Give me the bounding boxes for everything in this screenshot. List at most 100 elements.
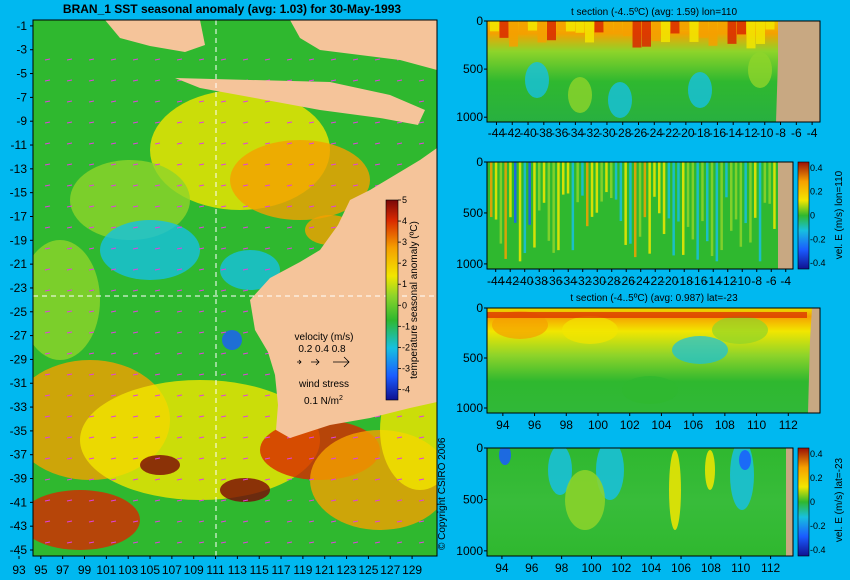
velocity-vector (220, 415, 227, 418)
velocity-cell (523, 162, 527, 254)
velocity-vector (132, 541, 139, 544)
velocity-cell (763, 162, 767, 203)
section-cell (585, 21, 594, 43)
velocity-vector (132, 100, 139, 103)
main-colorbar-tick-label: 1 (402, 279, 407, 289)
velocity-vector (88, 541, 95, 544)
velocity-vector (242, 100, 249, 103)
panel-x-tick-label: 112 (761, 561, 780, 575)
velocity-vector (66, 163, 73, 166)
panel-x-tick-label: 110 (731, 561, 750, 575)
section-cell (699, 21, 708, 38)
panel-x-tick-label: -10 (756, 126, 774, 140)
velocity-vector (154, 268, 161, 271)
velocity-vector (374, 163, 381, 166)
velocity-vector (176, 478, 183, 481)
velocity-vector (110, 289, 117, 292)
anomaly-patch (100, 220, 200, 280)
velocity-vector (110, 121, 117, 124)
anomaly-patch (33, 240, 100, 360)
velocity-vector (308, 79, 315, 82)
wind-stress-scale: 0.1 N/m2 (304, 395, 343, 407)
velocity-vector (154, 394, 161, 397)
velocity-vector (242, 457, 249, 460)
velocity-vector (352, 184, 359, 187)
panel-colorbar-tick-label: 0 (810, 497, 815, 507)
velocity-vector (242, 331, 249, 334)
velocity-vector (44, 58, 51, 61)
velocity-vector (44, 247, 51, 250)
panel-x-tick-label: -22 (661, 126, 679, 140)
map-y-tick-label: -41 (10, 495, 28, 509)
velocity-vector (110, 457, 117, 460)
velocity-vector (88, 58, 95, 61)
section-cell (622, 376, 678, 404)
velocity-vector (286, 142, 293, 145)
velocity-vector (264, 268, 271, 271)
velocity-vector (242, 541, 249, 544)
velocity-vector (198, 415, 205, 418)
map-x-tick-label: 121 (315, 563, 335, 577)
velocity-vector (154, 478, 161, 481)
map-y-tick-label: -27 (10, 329, 28, 343)
panel-x-tick-label: -12 (719, 274, 737, 288)
panel-x-tick-label: -24 (646, 126, 664, 140)
velocity-vector (88, 79, 95, 82)
panel-x-tick-label: -30 (589, 274, 607, 288)
map-x-tick-label: 129 (402, 563, 422, 577)
velocity-cell (571, 162, 575, 251)
velocity-vector (198, 478, 205, 481)
velocity-vector (374, 79, 381, 82)
velocity-vector (396, 121, 403, 124)
velocity-vector (132, 436, 139, 439)
map-x-tick-label: 97 (56, 563, 70, 577)
map-x-tick-label: 111 (206, 563, 225, 577)
velocity-vector (352, 142, 359, 145)
velocity-cell (669, 450, 681, 530)
velocity-vector (110, 394, 117, 397)
velocity-vector (264, 226, 271, 229)
velocity-vector (154, 247, 161, 250)
velocity-vector (264, 541, 271, 544)
velocity-vector (176, 247, 183, 250)
velocity-vector (154, 163, 161, 166)
section-cell (765, 21, 775, 30)
panel-x-tick-label: -20 (677, 126, 695, 140)
velocity-vector (132, 58, 139, 61)
velocity-vector (110, 352, 117, 355)
velocity-vector (88, 268, 95, 271)
velocity-scale: 0.2 0.4 0.8 (298, 344, 346, 355)
velocity-vector (66, 289, 73, 292)
velocity-vector (66, 121, 73, 124)
velocity-vector (176, 100, 183, 103)
velocity-vector (418, 100, 425, 103)
anomaly-patch (80, 380, 320, 500)
velocity-cell (643, 162, 647, 218)
section-cell (525, 62, 549, 98)
velocity-vector (330, 436, 337, 439)
velocity-vector (220, 373, 227, 376)
velocity-cell (754, 162, 757, 218)
velocity-vector (44, 100, 51, 103)
velocity-vector (88, 163, 95, 166)
panel-colorbar-tick-label: -0.4 (810, 545, 826, 555)
velocity-vector (418, 142, 425, 145)
velocity-vector (396, 163, 403, 166)
velocity-vector (374, 457, 381, 460)
section-cell (623, 21, 632, 37)
velocity-cell (696, 162, 699, 260)
velocity-vector (44, 121, 51, 124)
main-colorbar-tick-label: -4 (402, 384, 410, 394)
velocity-vector (198, 58, 205, 61)
velocity-vector (66, 268, 73, 271)
velocity-vector (220, 331, 227, 334)
velocity-vector (330, 478, 337, 481)
velocity-vector (220, 100, 227, 103)
velocity-vector (176, 226, 183, 229)
velocity-vector (176, 142, 183, 145)
velocity-vector (66, 100, 73, 103)
velocity-cell (557, 162, 560, 251)
velocity-vector (66, 499, 73, 502)
panel-x-tick-label: -40 (519, 126, 537, 140)
